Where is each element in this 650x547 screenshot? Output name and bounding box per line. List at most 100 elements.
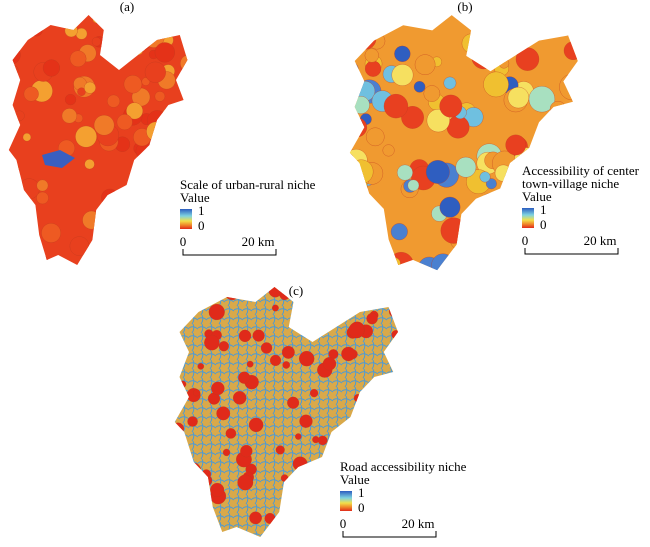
region-patch xyxy=(34,15,50,26)
region-patch xyxy=(224,287,240,301)
region-patch xyxy=(462,230,487,255)
region-patch xyxy=(270,354,282,366)
region-patch xyxy=(30,24,43,37)
region-patch xyxy=(443,76,457,90)
region-patch xyxy=(364,48,379,63)
region-patch xyxy=(372,15,391,34)
region-patch xyxy=(162,118,183,140)
region-patch xyxy=(138,250,157,265)
region-patch xyxy=(480,38,506,65)
region-patch xyxy=(528,15,554,28)
region-patch xyxy=(388,252,414,271)
region-patch xyxy=(193,389,201,397)
region-patch xyxy=(407,179,420,192)
region-patch xyxy=(383,93,409,119)
region-patch xyxy=(172,15,188,27)
region-patch xyxy=(149,258,160,265)
region-patch xyxy=(391,330,398,340)
region-patch xyxy=(494,15,517,33)
region-patch xyxy=(137,15,151,24)
region-patch xyxy=(559,73,578,101)
region-patch xyxy=(144,61,166,83)
region-patch xyxy=(84,159,95,170)
region-patch xyxy=(549,101,567,118)
region-patch xyxy=(349,174,368,201)
region-patch xyxy=(331,439,341,449)
region-patch xyxy=(69,236,90,256)
region-patch xyxy=(479,171,491,183)
region-patch xyxy=(312,436,320,444)
region-patch xyxy=(15,33,25,43)
scale-start: 0 xyxy=(522,233,529,248)
legend-title: town-village niche xyxy=(522,176,619,191)
region-patch xyxy=(174,432,182,442)
region-patch xyxy=(167,414,173,420)
region-patch xyxy=(225,428,237,439)
region-patch xyxy=(365,60,382,77)
region-patch xyxy=(550,15,576,26)
region-patch xyxy=(64,94,77,106)
region-patch xyxy=(170,214,181,225)
region-patch xyxy=(304,517,319,532)
region-patch xyxy=(474,15,499,32)
region-patch xyxy=(18,178,40,200)
region-patch xyxy=(10,15,28,19)
region-patch xyxy=(41,223,61,243)
region-patch xyxy=(413,81,426,93)
region-patch xyxy=(364,242,386,264)
region-patch xyxy=(378,380,387,389)
region-patch xyxy=(77,87,86,96)
region-patch xyxy=(8,163,20,176)
region-patch xyxy=(125,191,147,213)
region-patch xyxy=(401,106,424,129)
legend-title: Scale of urban-rural niche xyxy=(180,177,316,192)
region-patch xyxy=(349,219,366,244)
region-patch xyxy=(84,81,96,94)
region-patch xyxy=(324,298,340,315)
region-patch xyxy=(461,225,487,251)
region-patch xyxy=(493,30,507,44)
region-patch xyxy=(36,179,49,192)
region-patch xyxy=(180,54,188,73)
region-patch xyxy=(365,416,374,425)
region-patch xyxy=(158,231,179,252)
legend-title: Road accessibility niche xyxy=(340,459,467,474)
region-patch xyxy=(390,339,398,355)
region-patch xyxy=(440,217,467,244)
region-patch xyxy=(505,134,527,156)
region-patch xyxy=(82,210,101,230)
region-patch xyxy=(349,201,367,218)
legend-min: 0 xyxy=(198,218,205,233)
region-patch xyxy=(490,194,515,219)
region-patch xyxy=(127,238,139,249)
region-patch xyxy=(557,195,577,215)
region-patch xyxy=(568,128,578,144)
color-ramp xyxy=(180,209,192,229)
region-patch xyxy=(528,86,556,113)
region-patch xyxy=(154,42,175,63)
region-patch xyxy=(445,262,463,271)
region-patch xyxy=(14,110,25,121)
region-patch xyxy=(173,144,188,161)
scale-end: 20 km xyxy=(402,516,435,531)
region-patch xyxy=(186,462,201,478)
region-patch xyxy=(135,233,145,243)
region-patch xyxy=(8,37,13,52)
region-patch xyxy=(431,253,455,271)
region-patch xyxy=(238,371,251,384)
region-patch xyxy=(8,45,21,65)
region-patch xyxy=(126,192,144,210)
region-patch xyxy=(349,195,354,213)
region-patch xyxy=(176,19,187,30)
region-patch xyxy=(10,16,20,27)
region-patch xyxy=(164,217,178,231)
region-patch xyxy=(360,452,367,459)
region-patch xyxy=(140,248,156,264)
region-patch xyxy=(543,16,559,31)
scale-bar xyxy=(342,531,437,538)
region-patch xyxy=(439,196,461,218)
region-patch xyxy=(69,50,87,68)
region-patch xyxy=(310,287,323,293)
legend-value-title: Value xyxy=(522,189,552,204)
scale-end: 20 km xyxy=(242,234,275,249)
